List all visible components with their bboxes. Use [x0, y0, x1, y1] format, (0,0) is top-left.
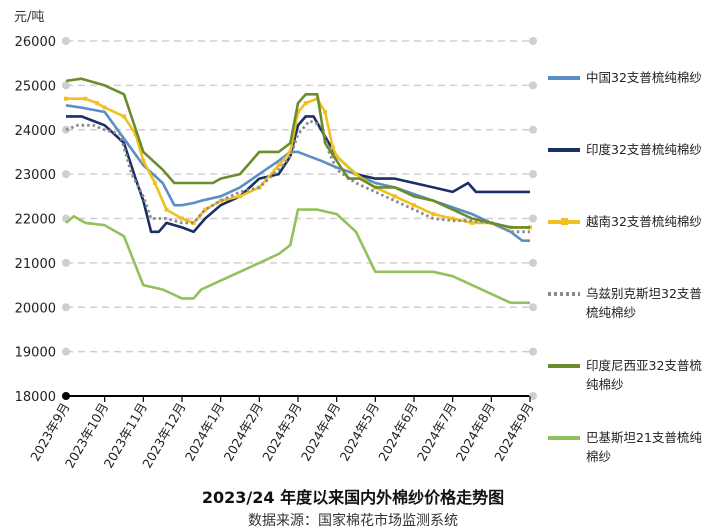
legend-label-4: 印度尼西亚32支普梳纯棉纱	[586, 358, 702, 392]
series-2-point-22	[334, 154, 339, 159]
x-tick-label-8: 2024年5月	[337, 400, 382, 464]
grid-dot-right-19000	[529, 347, 537, 356]
series-2-point-7	[152, 181, 157, 185]
x-tick-label-4: 2024年1月	[182, 400, 227, 464]
legend-marker-2	[561, 218, 568, 225]
series-2-point-12	[218, 198, 223, 203]
legend-label-2: 越南32支普梳纯棉纱	[586, 214, 702, 229]
series-2-point-2	[94, 101, 99, 106]
series-line-2	[66, 97, 530, 229]
x-tick-label-0: 2023年9月	[27, 400, 72, 464]
series-2-point-13	[238, 194, 242, 199]
series-line-5	[65, 208, 530, 305]
x-axis-origin-dot	[62, 392, 70, 400]
legend: 中国32支普梳纯棉纱 印度32支普梳纯棉纱 越南32支普梳纯棉纱乌兹别克斯坦32支普…	[548, 68, 706, 500]
chart-source: 数据来源：国家棉花市场监测系统	[248, 513, 458, 529]
legend-item-5: 巴基斯坦21支普梳纯棉纱	[548, 428, 706, 500]
series-2-point-1	[83, 96, 88, 101]
series-2-point-17	[296, 110, 300, 114]
x-tick-label-5: 2024年2月	[221, 400, 266, 464]
grid-lines	[62, 37, 537, 356]
series-2-point-26	[412, 203, 416, 208]
y-tick-label-25000: 25000	[15, 79, 56, 94]
y-tick-label-18000: 18000	[15, 390, 56, 405]
grid-dot-right-24000	[529, 125, 537, 134]
series-2-point-3	[102, 105, 107, 110]
grid-dot-left-26000	[62, 37, 70, 45]
series-2-point-25	[392, 194, 397, 199]
x-tick-label-7: 2024年4月	[298, 400, 343, 464]
legend-label-0: 中国32支普梳纯棉纱	[586, 70, 702, 85]
y-tick-label-23000: 23000	[15, 168, 56, 183]
legend-label-1: 印度32支普梳纯棉纱	[586, 142, 702, 157]
x-tick-label-10: 2024年7月	[414, 400, 459, 464]
legend-item-0: 中国32支普梳纯棉纱	[548, 68, 706, 140]
series-line-1	[66, 115, 530, 234]
x-tick-label-6: 2024年3月	[259, 400, 304, 464]
series-2-point-9	[180, 216, 184, 221]
series-2-point-4	[122, 114, 126, 119]
legend-swatch-4	[548, 364, 580, 368]
grid-dot-right-21000	[529, 258, 537, 267]
grid-dot-left-23000	[62, 170, 70, 179]
series-2-point-21	[330, 145, 335, 150]
legend-item-1: 印度32支普梳纯棉纱	[548, 140, 706, 212]
y-axis-ticks: 18000 19000 20000 21000 22000 23000 24000 25000…	[15, 35, 56, 405]
grid-dot-left-20000	[62, 303, 70, 312]
series-line-0	[65, 104, 530, 242]
legend-label-3: 乌兹别克斯坦32支普梳纯棉纱	[586, 286, 702, 320]
series-2-point-10	[191, 220, 196, 225]
y-tick-label-20000: 20000	[15, 301, 56, 316]
y-axis-unit: 元/吨	[14, 10, 45, 25]
series-2-point-20	[323, 110, 328, 114]
series-2-point-6	[141, 158, 146, 163]
legend-swatch-5	[548, 436, 580, 440]
series-2-point-8	[164, 207, 169, 212]
grid-dot-left-21000	[62, 258, 70, 267]
y-tick-label-22000: 22000	[15, 213, 56, 228]
chart-title: 2023/24 年度以来国内外棉纱价格走势图	[201, 488, 505, 507]
series-2-point-5	[133, 132, 138, 137]
x-tick-label-9: 2024年6月	[375, 400, 420, 464]
series-lines	[64, 77, 532, 305]
grid-dot-right-26000	[529, 37, 537, 45]
grid-dot-left-25000	[62, 81, 70, 90]
series-2-point-11	[203, 207, 208, 212]
y-tick-label-24000: 24000	[15, 124, 56, 139]
grid-dot-right-25000	[529, 81, 537, 90]
series-line-4	[65, 77, 530, 229]
legend-item-2: 越南32支普梳纯棉纱	[548, 212, 706, 284]
y-tick-label-19000: 19000	[15, 346, 56, 361]
x-axis: 2023年9月2023年10月2023年11月2023年12月2024年1月20…	[27, 392, 537, 470]
y-tick-label-21000: 21000	[15, 257, 56, 272]
x-axis-end-dot	[529, 392, 537, 400]
legend-swatch-0	[548, 76, 580, 80]
x-tick-label-11: 2024年8月	[453, 400, 498, 464]
legend-swatch-3	[548, 292, 580, 296]
series-2-point-29	[470, 220, 474, 225]
legend-item-4: 印度尼西亚32支普梳纯棉纱	[548, 356, 706, 428]
series-2-point-18	[303, 101, 308, 106]
series-2-point-15	[276, 163, 281, 168]
series-2-point-23	[354, 172, 358, 177]
series-2-point-28	[450, 216, 455, 221]
legend-swatch-1	[548, 148, 580, 152]
y-tick-label-26000: 26000	[15, 35, 56, 50]
series-2-point-16	[288, 149, 293, 154]
grid-dot-right-22000	[529, 214, 537, 223]
legend-item-3: 乌兹别克斯坦32支普梳纯棉纱	[548, 284, 706, 356]
legend-swatch-2	[548, 218, 580, 225]
grid-dot-right-23000	[529, 170, 537, 179]
series-2-point-27	[431, 212, 436, 217]
series-2-point-0	[64, 96, 68, 101]
grid-dot-left-19000	[62, 347, 70, 356]
x-tick-label-12: 2024年9月	[491, 400, 536, 464]
grid-dot-right-20000	[529, 303, 537, 312]
legend-label-5: 巴基斯坦21支普梳纯棉纱	[586, 430, 702, 464]
